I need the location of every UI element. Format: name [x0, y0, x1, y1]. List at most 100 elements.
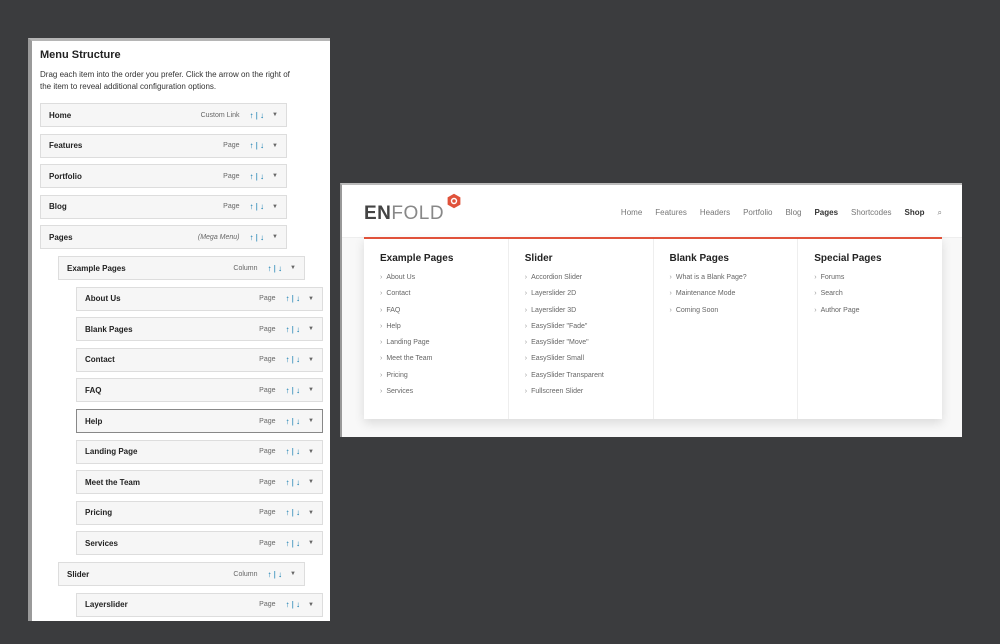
move-up-down-icons[interactable]: ↑ | ↓	[249, 171, 265, 181]
menu-item-type: Page	[259, 601, 276, 609]
menu-item[interactable]: Blog Page ↑ | ↓ ▼	[40, 194, 287, 219]
menu-item[interactable]: Meet the Team Page ↑ | ↓ ▼	[76, 470, 323, 495]
menu-item[interactable]: Help Page ↑ | ↓ ▼	[76, 409, 323, 433]
dropdown-arrow-icon[interactable]: ▼	[308, 418, 314, 424]
menu-item[interactable]: Layerslider Page ↑ | ↓ ▼	[76, 592, 323, 617]
menu-item[interactable]: Pages (Mega Menu) ↑ | ↓ ▼	[40, 225, 287, 250]
move-up-down-icons[interactable]: ↑ | ↓	[285, 324, 301, 334]
menu-item[interactable]: Features Page ↑ | ↓ ▼	[40, 133, 287, 158]
mega-link[interactable]: EasySlider Small	[525, 351, 653, 367]
mega-link[interactable]: Layerslider 3D	[525, 303, 653, 319]
menu-item[interactable]: Blank Pages Page ↑ | ↓ ▼	[76, 317, 323, 342]
move-up-down-icons[interactable]: ↑ | ↓	[285, 294, 301, 304]
move-up-down-icons[interactable]: ↑ | ↓	[285, 477, 301, 487]
mega-column: Blank Pages What is a Blank Page?Maintena…	[654, 239, 799, 419]
mega-link[interactable]: EasySlider "Move"	[525, 335, 653, 351]
logo[interactable]: ENFOLD	[364, 203, 445, 224]
menu-item-type: Page	[259, 295, 276, 303]
mega-link[interactable]: About Us	[380, 270, 508, 286]
menu-item[interactable]: Services Page ↑ | ↓ ▼	[76, 531, 323, 556]
dropdown-arrow-icon[interactable]: ▼	[272, 112, 278, 118]
mega-menu-dropdown: Example Pages About UsContactFAQHelpLandi…	[364, 237, 942, 419]
move-up-down-icons[interactable]: ↑ | ↓	[249, 141, 265, 151]
nav-item-blog[interactable]: Blog	[785, 208, 802, 217]
menu-item-label: Blank Pages	[85, 324, 133, 334]
menu-structure-panel: Menu Structure Drag each item into the o…	[28, 38, 330, 621]
dropdown-arrow-icon[interactable]: ▼	[290, 265, 296, 271]
nav-item-headers[interactable]: Headers	[699, 208, 731, 217]
dropdown-arrow-icon[interactable]: ▼	[308, 387, 314, 394]
move-up-down-icons[interactable]: ↑ | ↓	[285, 600, 301, 610]
menu-item-label: Pricing	[85, 508, 113, 518]
mega-link[interactable]: Contact	[380, 286, 508, 302]
mega-link[interactable]: Help	[380, 319, 508, 335]
menu-item-label: Meet the Team	[85, 477, 140, 487]
mega-link[interactable]: Coming Soon	[670, 303, 798, 319]
menu-item-label: Portfolio	[49, 171, 82, 181]
menu-item[interactable]: Example Pages Column ↑ | ↓ ▼	[58, 256, 305, 280]
search-icon[interactable]: ⌕	[937, 208, 942, 217]
dropdown-arrow-icon[interactable]: ▼	[308, 509, 314, 516]
dropdown-arrow-icon[interactable]: ▼	[272, 142, 278, 149]
dropdown-arrow-icon[interactable]: ▼	[308, 540, 314, 547]
mega-link[interactable]: Meet the Team	[380, 351, 508, 367]
mega-link[interactable]: Author Page	[814, 303, 942, 319]
dropdown-arrow-icon[interactable]: ▼	[308, 479, 314, 486]
mega-link[interactable]: Pricing	[380, 368, 508, 384]
move-up-down-icons[interactable]: ↑ | ↓	[267, 569, 283, 579]
menu-item[interactable]: Slider Column ↑ | ↓ ▼	[58, 562, 305, 586]
mega-link[interactable]: Layerslider 2D	[525, 286, 653, 302]
dropdown-arrow-icon[interactable]: ▼	[308, 601, 314, 608]
move-up-down-icons[interactable]: ↑ | ↓	[285, 355, 301, 365]
menu-item-type: Page	[259, 325, 276, 333]
mega-link[interactable]: Maintenance Mode	[670, 286, 798, 302]
nav-item-features[interactable]: Features	[655, 208, 687, 217]
menu-item[interactable]: Portfolio Page ↑ | ↓ ▼	[40, 164, 287, 189]
nav-item-home[interactable]: Home	[620, 208, 643, 217]
menu-item-label: Features	[49, 141, 83, 151]
dropdown-arrow-icon[interactable]: ▼	[308, 448, 314, 455]
move-up-down-icons[interactable]: ↑ | ↓	[249, 232, 265, 242]
move-up-down-icons[interactable]: ↑ | ↓	[285, 508, 301, 518]
dropdown-arrow-icon[interactable]: ▼	[272, 173, 278, 180]
move-up-down-icons[interactable]: ↑ | ↓	[285, 447, 301, 457]
mega-link[interactable]: FAQ	[380, 303, 508, 319]
mega-link[interactable]: What is a Blank Page?	[670, 270, 798, 286]
menu-item[interactable]: FAQ Page ↑ | ↓ ▼	[76, 378, 323, 403]
menu-item[interactable]: About Us Page ↑ | ↓ ▼	[76, 286, 323, 311]
menu-item-type: Page	[259, 478, 276, 486]
move-up-down-icons[interactable]: ↑ | ↓	[267, 263, 283, 273]
dropdown-arrow-icon[interactable]: ▼	[308, 295, 314, 302]
dropdown-arrow-icon[interactable]: ▼	[272, 203, 278, 210]
mega-link[interactable]: EasySlider "Fade"	[525, 319, 653, 335]
menu-item[interactable]: Home Custom Link ↑ | ↓ ▼	[40, 103, 287, 127]
dropdown-arrow-icon[interactable]: ▼	[308, 326, 314, 333]
menu-item[interactable]: Contact Page ↑ | ↓ ▼	[76, 347, 323, 372]
menu-item[interactable]: Landing Page Page ↑ | ↓ ▼	[76, 439, 323, 464]
move-up-down-icons[interactable]: ↑ | ↓	[285, 385, 301, 395]
nav-item-pages[interactable]: Pages	[814, 208, 839, 217]
move-up-down-icons[interactable]: ↑ | ↓	[285, 416, 301, 426]
mega-link[interactable]: Forums	[814, 270, 942, 286]
mega-link[interactable]: Search	[814, 286, 942, 302]
menu-item[interactable]: Pricing Page ↑ | ↓ ▼	[76, 500, 323, 525]
mega-link[interactable]: Fullscreen Slider	[525, 384, 653, 400]
dropdown-arrow-icon[interactable]: ▼	[272, 234, 278, 241]
mega-link[interactable]: EasySlider Transparent	[525, 368, 653, 384]
nav-item-portfolio[interactable]: Portfolio	[743, 208, 773, 217]
move-up-down-icons[interactable]: ↑ | ↓	[285, 538, 301, 548]
nav-item-shop[interactable]: Shop	[904, 208, 925, 217]
menu-item-label: Services	[85, 538, 118, 548]
mega-link[interactable]: Accordion Slider	[525, 270, 653, 286]
move-up-down-icons[interactable]: ↑ | ↓	[249, 110, 265, 120]
mega-link[interactable]: Landing Page	[380, 335, 508, 351]
menu-item-label: Home	[49, 110, 72, 120]
mega-link[interactable]: Services	[380, 384, 508, 400]
dropdown-arrow-icon[interactable]: ▼	[290, 571, 296, 577]
menu-item-label: FAQ	[85, 385, 102, 395]
menu-item-label: Pages	[49, 232, 73, 242]
panel-title: Menu Structure	[40, 49, 121, 61]
move-up-down-icons[interactable]: ↑ | ↓	[249, 202, 265, 212]
nav-item-shortcodes[interactable]: Shortcodes	[851, 208, 892, 217]
dropdown-arrow-icon[interactable]: ▼	[308, 356, 314, 363]
